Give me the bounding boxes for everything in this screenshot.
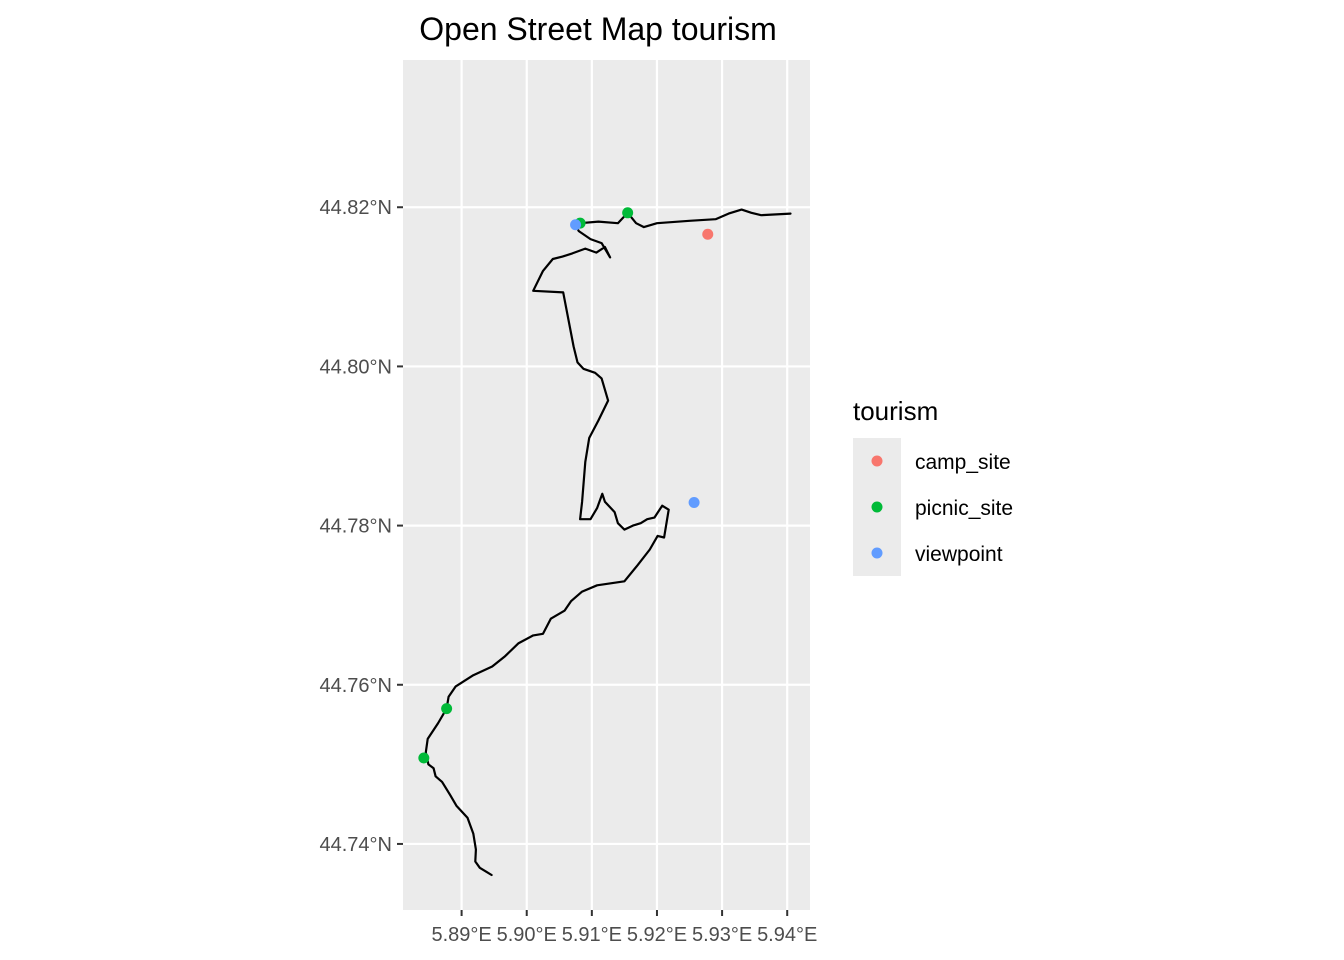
point-viewpoint — [570, 219, 582, 231]
point-camp-site — [702, 228, 714, 240]
y-axis: 44.74°N 44.76°N 44.78°N 44.80°N 44.82°N — [320, 197, 403, 856]
legend-label: picnic_site — [915, 497, 1013, 520]
plot-panel — [403, 60, 810, 910]
y-tick-label: 44.78°N — [320, 516, 393, 538]
point-picnic-site — [418, 752, 430, 764]
chart-title: Open Street Map tourism — [419, 11, 776, 47]
legend-key-viewpoint — [871, 547, 883, 559]
legend-key-picnic-site — [871, 501, 883, 513]
legend-label: camp_site — [915, 451, 1011, 474]
x-tick-label: 5.90°E — [497, 924, 557, 946]
legend-title: tourism — [853, 396, 938, 426]
y-tick-label: 44.80°N — [320, 356, 393, 378]
y-tick-label: 44.82°N — [320, 197, 393, 219]
points-layer — [418, 207, 714, 764]
x-axis: 5.89°E 5.90°E 5.91°E 5.92°E 5.93°E 5.94°E — [431, 910, 817, 946]
legend-items: camp_site picnic_site viewpoint — [871, 451, 1013, 566]
x-tick-label: 5.92°E — [627, 924, 687, 946]
legend: tourism camp_site picnic_site viewpoint — [853, 396, 1013, 576]
grid-lines — [403, 60, 810, 910]
x-tick-label: 5.91°E — [562, 924, 622, 946]
point-picnic-site — [622, 207, 634, 219]
y-tick-label: 44.76°N — [320, 675, 393, 697]
point-picnic-site — [441, 703, 453, 715]
point-viewpoint — [688, 497, 700, 509]
x-tick-label: 5.89°E — [431, 924, 491, 946]
x-tick-label: 5.93°E — [692, 924, 752, 946]
x-tick-label: 5.94°E — [757, 924, 817, 946]
legend-key-camp-site — [871, 455, 883, 467]
y-tick-label: 44.74°N — [320, 834, 393, 856]
legend-label: viewpoint — [915, 543, 1003, 566]
